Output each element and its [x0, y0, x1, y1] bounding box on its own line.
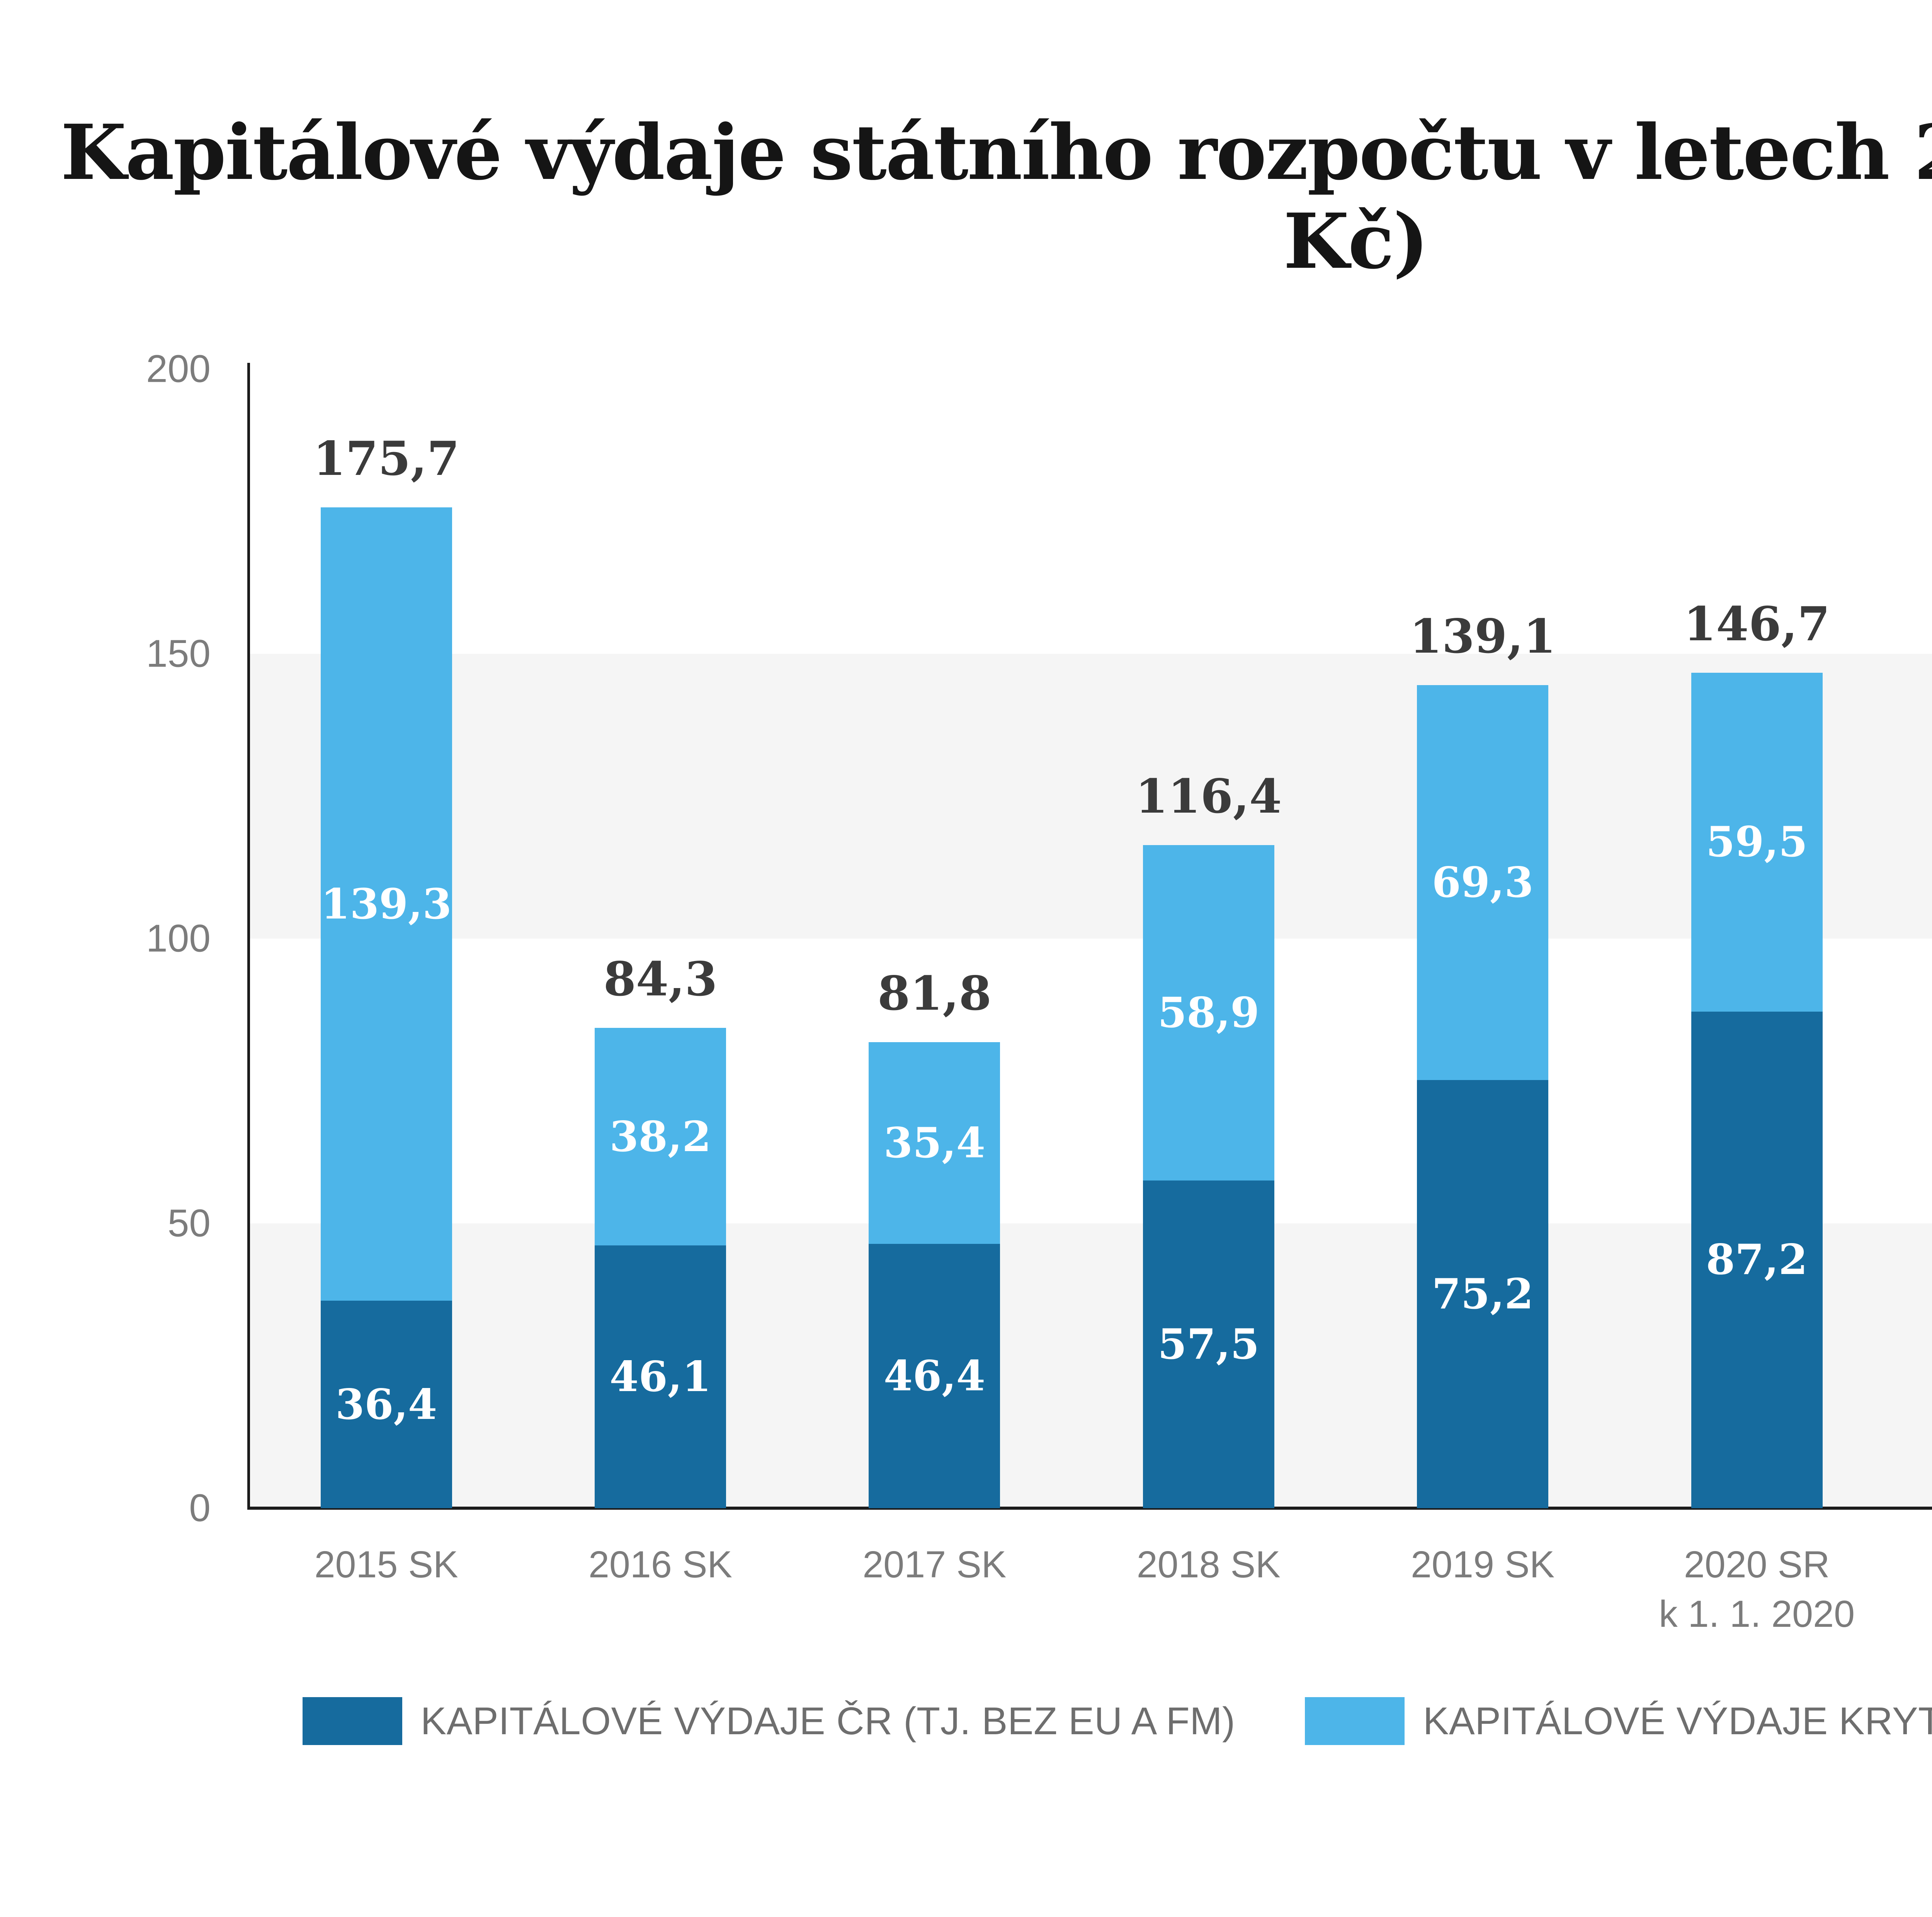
- total-label: 84,3: [603, 951, 718, 1007]
- x-axis-label: 2019 SK: [1411, 1543, 1555, 1585]
- x-axis-label: 2020 SR k 1. 1. 2020: [1659, 1543, 1855, 1635]
- segment-eu: 139,3: [320, 507, 452, 1301]
- legend-swatch-light-blue: [1304, 1697, 1405, 1745]
- segment-domestic: 87,2: [1691, 1011, 1823, 1508]
- legend-item-domestic: KAPITÁLOVÉ VÝDAJE ČR (TJ. BEZ EU A FM): [302, 1697, 1235, 1745]
- segment-value-label: 139,3: [321, 879, 452, 929]
- segment-value-label: 35,4: [883, 1119, 985, 1168]
- x-axis-line: [247, 1507, 1932, 1510]
- bar-column: 58,9 57,5 116,4 2018 SK: [1071, 369, 1345, 1585]
- x-axis-label: 2020 SR COVID: [1884, 1540, 1932, 1639]
- bar-column: 38,2 46,1 84,3 2016 SK: [523, 369, 797, 1585]
- bar-stack: 38,2 46,1: [595, 1028, 726, 1508]
- segment-value-label: 87,2: [1706, 1235, 1808, 1284]
- grid-band: [249, 1223, 1932, 1508]
- total-label: 116,4: [1135, 769, 1282, 824]
- bar-stack: 58,9 57,5: [1143, 845, 1274, 1508]
- legend-swatch-dark-blue: [302, 1697, 402, 1745]
- bar-column: 59,5 87,2 146,7 2020 SR k 1. 1. 2020: [1620, 369, 1894, 1635]
- bar-stack: 69,3 75,2: [1417, 685, 1549, 1508]
- bar-stack: 59,5 87,2: [1691, 672, 1823, 1508]
- segment-value-label: 75,2: [1432, 1269, 1534, 1318]
- segment-value-label: 58,9: [1158, 988, 1260, 1038]
- bar-stack: 35,4 46,4: [869, 1042, 1000, 1508]
- total-label: 146,7: [1684, 596, 1830, 651]
- segment-value-label: 59,5: [1706, 818, 1808, 867]
- segment-value-label: 69,3: [1432, 858, 1534, 907]
- y-axis-line: [247, 363, 250, 1510]
- x-axis-label: 2018 SK: [1136, 1543, 1281, 1585]
- segment-eu: 35,4: [869, 1042, 1000, 1244]
- x-axis-label: 2016 SK: [588, 1543, 733, 1585]
- segment-value-label: 46,1: [609, 1352, 711, 1402]
- y-axis-tick-label: 150: [146, 632, 211, 675]
- total-label: 175,7: [313, 431, 460, 486]
- segment-eu: 38,2: [595, 1028, 726, 1246]
- legend-label-eu: KAPITÁLOVÉ VÝDAJE KRYTÉ PŘÍJMY EU A FM A…: [1423, 1699, 1932, 1743]
- segment-eu: 59,5: [1691, 672, 1823, 1012]
- bar-column: 69,3 75,2 139,1 2019 SK: [1346, 369, 1620, 1585]
- y-axis-tick-label: 0: [189, 1486, 211, 1530]
- segment-eu: 69,3: [1417, 685, 1549, 1080]
- y-axis-tick-label: 100: [146, 917, 211, 960]
- total-label: 174,4: [1876, 438, 1932, 493]
- chart-title: Kapitálové výdaje státního rozpočtu v le…: [60, 108, 1932, 286]
- segment-domestic: 46,1: [595, 1245, 726, 1508]
- legend: KAPITÁLOVÉ VÝDAJE ČR (TJ. BEZ EU A FM) K…: [0, 1697, 1932, 1745]
- bar-stack: 139,3 36,4: [320, 507, 452, 1508]
- x-axis-label: 2015 SK: [314, 1543, 458, 1585]
- y-axis-tick-labels: 0 50 100 150 200: [0, 347, 211, 1530]
- grid-band: [249, 654, 1932, 939]
- x-axis-label: 2017 SK: [862, 1543, 1007, 1585]
- bar-column: 139,3 36,4 175,7 2015 SK: [249, 369, 523, 1585]
- y-axis-tick-label: 50: [167, 1201, 211, 1245]
- segment-value-label: 46,4: [883, 1352, 985, 1401]
- segment-value-label: 38,2: [609, 1112, 711, 1161]
- plot-area: 139,3 36,4 175,7 2015 SK 38,2 46,1 84,3 2016 SK…: [247, 363, 1932, 1635]
- total-label: 139,1: [1409, 609, 1556, 664]
- bar-column: 35,4 46,4 81,8 2017 SK: [798, 369, 1071, 1585]
- legend-item-eu: KAPITÁLOVÉ VÝDAJE KRYTÉ PŘÍJMY EU A FM A…: [1304, 1697, 1932, 1745]
- segment-domestic: 57,5: [1143, 1180, 1274, 1508]
- bar-columns: 139,3 36,4 175,7 2015 SK 38,2 46,1 84,3 2016 SK…: [249, 369, 1932, 1635]
- segment-domestic: 75,2: [1417, 1080, 1549, 1508]
- total-label: 81,8: [878, 966, 992, 1021]
- segment-value-label: 57,5: [1158, 1320, 1260, 1369]
- legend-label-domestic: KAPITÁLOVÉ VÝDAJE ČR (TJ. BEZ EU A FM): [420, 1699, 1235, 1743]
- segment-eu: 58,9: [1143, 845, 1274, 1181]
- segment-domestic: 46,4: [869, 1244, 1000, 1508]
- bar-column: 59,5114,9174,42020 SR COVID: [1894, 369, 1932, 1508]
- y-axis-tick-label: 200: [146, 347, 211, 391]
- segment-value-label: 36,4: [335, 1380, 437, 1429]
- segment-domestic: 36,4: [320, 1301, 452, 1508]
